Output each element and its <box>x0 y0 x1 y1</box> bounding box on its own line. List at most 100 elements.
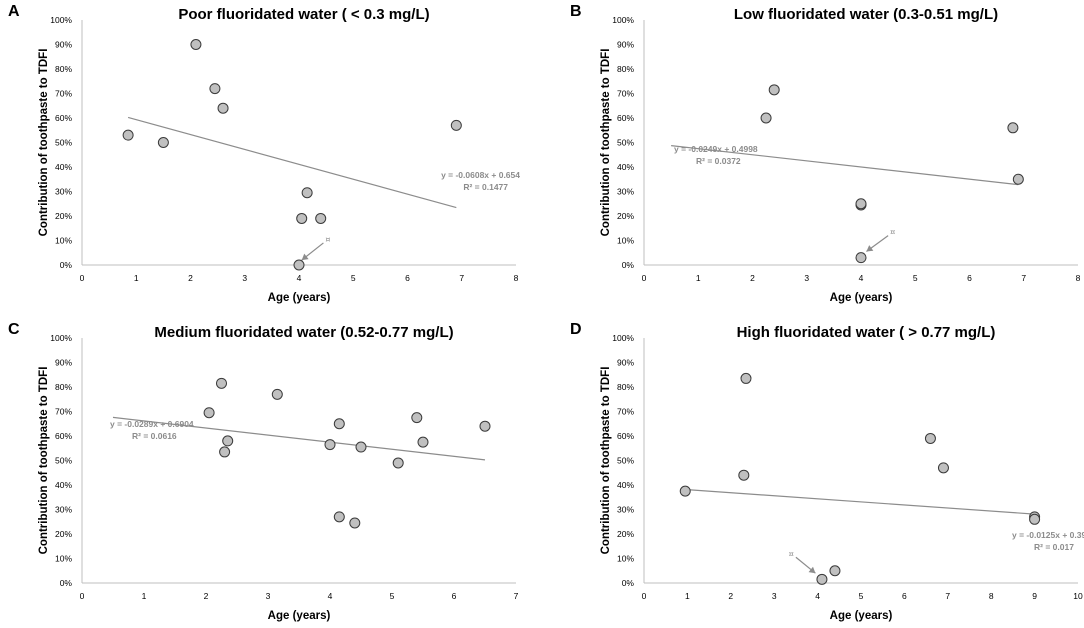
y-tick-label: 50% <box>55 456 72 466</box>
y-tick-label: 40% <box>55 480 72 490</box>
y-axis-title: Contribution of toothpaste to TDFI <box>38 367 50 555</box>
y-tick-label: 20% <box>55 211 72 221</box>
y-tick-label: 60% <box>55 113 72 123</box>
x-tick-label: 2 <box>750 273 755 283</box>
chart-title: Medium fluoridated water (0.52-0.77 mg/L… <box>154 324 453 341</box>
chart-title: High fluoridated water ( > 0.77 mg/L) <box>737 324 996 341</box>
data-point <box>349 517 361 529</box>
y-tick-label: 30% <box>55 187 72 197</box>
x-tick-label: 5 <box>390 591 395 601</box>
y-tick-label: 30% <box>55 505 72 515</box>
x-tick-label: 3 <box>804 273 809 283</box>
y-tick-label: 70% <box>55 89 72 99</box>
data-point <box>392 457 404 469</box>
trendline <box>685 488 1035 515</box>
x-tick-label: 1 <box>685 591 690 601</box>
data-point <box>738 469 750 481</box>
y-tick-label: 0% <box>60 578 73 588</box>
y-axis-title: Contribution of toothpaste to TDFI <box>38 49 50 237</box>
data-point <box>479 420 491 432</box>
y-tick-label: 90% <box>55 40 72 50</box>
y-tick-label: 100% <box>50 333 72 343</box>
x-tick-label: 4 <box>297 273 302 283</box>
data-point <box>324 439 336 451</box>
x-tick-label: 0 <box>80 273 85 283</box>
y-tick-label: 40% <box>617 480 634 490</box>
data-point <box>333 511 345 523</box>
data-point <box>271 388 283 400</box>
x-axis-title: Age (years) <box>268 610 331 622</box>
data-point <box>301 187 313 199</box>
x-tick-label: 5 <box>351 273 356 283</box>
data-point <box>411 412 423 424</box>
x-tick-label: 3 <box>242 273 247 283</box>
y-tick-label: 0% <box>622 260 635 270</box>
data-point <box>1029 513 1041 525</box>
y-tick-label: 100% <box>612 15 634 25</box>
x-tick-label: 3 <box>266 591 271 601</box>
x-tick-label: 1 <box>134 273 139 283</box>
data-point <box>450 119 462 131</box>
x-tick-label: 6 <box>902 591 907 601</box>
x-tick-label: 6 <box>405 273 410 283</box>
y-tick-label: 40% <box>55 162 72 172</box>
y-tick-label: 80% <box>55 64 72 74</box>
scatter-chart-c: C Medium fluoridated water (0.52-0.77 mg/… <box>8 321 519 622</box>
data-point <box>855 198 867 210</box>
panel-letter: C <box>8 321 20 338</box>
data-point <box>222 435 234 447</box>
trendline-equation: y = -0.0249x + 0.4998 <box>674 144 758 154</box>
x-tick-label: 0 <box>642 273 647 283</box>
y-axis-title: Contribution of toothpaste to TDFI <box>600 49 612 237</box>
data-point <box>829 565 841 577</box>
scatter-chart-b: B Low fluoridated water (0.3-0.51 mg/L) 0%… <box>570 3 1081 304</box>
x-tick-label: 2 <box>188 273 193 283</box>
chart-title: Poor fluoridated water ( < 0.3 mg/L) <box>178 6 429 23</box>
data-point <box>216 377 227 389</box>
data-point <box>293 259 305 271</box>
annotation-symbol: ¤ <box>325 235 330 244</box>
x-tick-label: 9 <box>1032 591 1037 601</box>
y-tick-label: 20% <box>617 211 634 221</box>
data-point <box>760 112 772 124</box>
y-tick-label: 70% <box>617 407 634 417</box>
panel-a: A Poor fluoridated water ( < 0.3 mg/L) 0% 1… <box>0 0 542 310</box>
x-tick-label: 4 <box>859 273 864 283</box>
y-tick-label: 70% <box>55 407 72 417</box>
panel-letter: A <box>8 3 20 20</box>
y-tick-label: 10% <box>55 236 72 246</box>
panel-letter: B <box>570 3 582 20</box>
y-tick-label: 30% <box>617 187 634 197</box>
r-squared: R² = 0.0372 <box>696 156 741 166</box>
data-point <box>209 83 221 95</box>
annotation-symbol: ¤ <box>789 549 794 558</box>
data-point <box>217 102 229 114</box>
x-tick-label: 3 <box>772 591 777 601</box>
x-tick-label: 8 <box>1076 273 1081 283</box>
y-tick-label: 10% <box>55 554 72 564</box>
x-tick-label: 10 <box>1073 591 1083 601</box>
panel-c: C Medium fluoridated water (0.52-0.77 mg/… <box>0 318 542 628</box>
data-point <box>296 212 308 224</box>
y-axis-title: Contribution of toothpaste to TDFI <box>600 367 612 555</box>
r-squared: R² = 0.1477 <box>463 182 508 192</box>
annotation-arrow <box>795 556 816 574</box>
trendline <box>127 116 457 209</box>
y-tick-label: 50% <box>617 138 634 148</box>
y-tick-label: 50% <box>617 456 634 466</box>
data-point <box>203 407 215 419</box>
x-tick-label: 6 <box>452 591 457 601</box>
annotation-arrow <box>301 242 324 261</box>
y-tick-label: 80% <box>617 382 634 392</box>
x-tick-label: 8 <box>989 591 994 601</box>
data-point <box>122 129 134 141</box>
data-point <box>740 372 752 384</box>
x-axis-title: Age (years) <box>268 292 331 304</box>
data-point <box>816 573 828 585</box>
x-tick-label: 5 <box>859 591 864 601</box>
annotation-symbol: ¤ <box>890 228 895 237</box>
y-tick-label: 80% <box>617 64 634 74</box>
panel-d: D High fluoridated water ( > 0.77 mg/L) 0%… <box>562 318 1084 628</box>
x-axis-title: Age (years) <box>830 292 893 304</box>
panel-letter: D <box>570 321 582 338</box>
